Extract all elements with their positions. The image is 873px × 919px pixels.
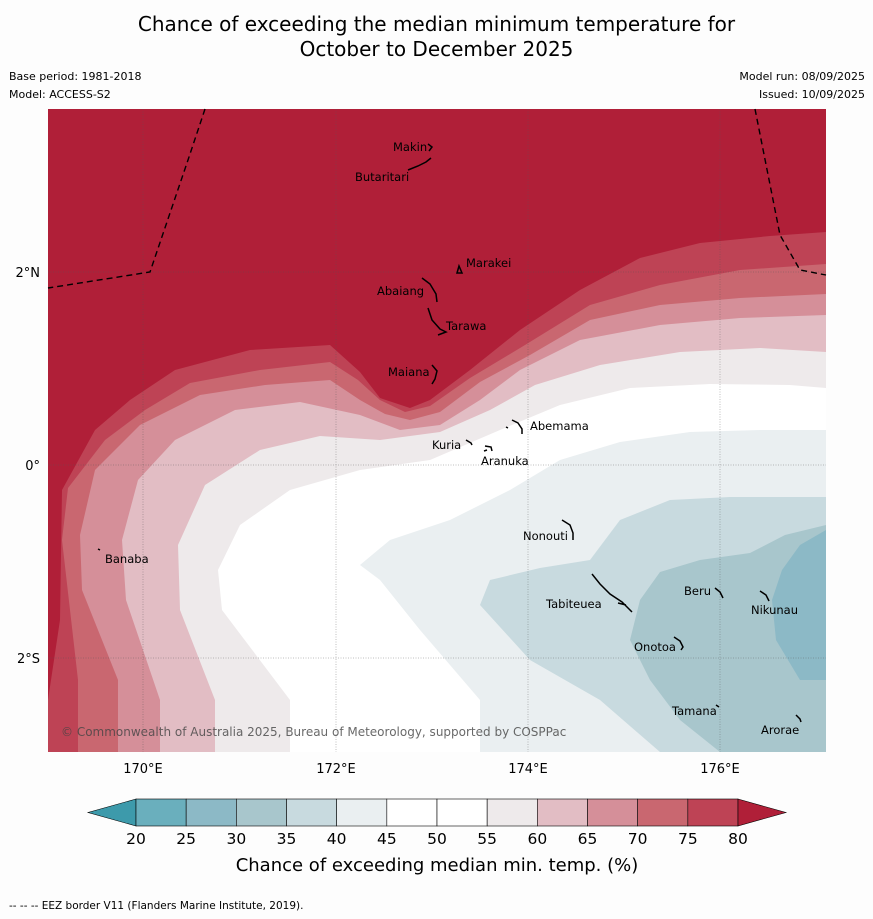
lat-tick: 2°N [16, 266, 41, 281]
base-period: Base period: 1981-2018 [9, 70, 142, 83]
colorbar-ticks: 20 25 30 35 40 45 50 55 60 65 70 75 80 [126, 830, 748, 848]
island-onotoa [673, 636, 684, 651]
island-kuria [465, 439, 473, 446]
label-beru: Beru [684, 584, 711, 598]
colorbar-cell [537, 798, 588, 827]
colorbar-tick-label: 35 [277, 830, 297, 848]
colorbar-tick-label: 80 [728, 830, 748, 848]
place-labels: Makin Butaritari Marakei Abaiang Tarawa … [105, 140, 799, 737]
colorbar-cell [286, 798, 337, 827]
label-nonouti: Nonouti [523, 529, 568, 543]
map-title: Chance of exceeding the median minimum t… [0, 12, 873, 62]
title-line-1: Chance of exceeding the median minimum t… [137, 12, 736, 36]
island-makin [427, 143, 434, 152]
band-30-35 [630, 525, 826, 752]
issued-date: Issued: 10/09/2025 [758, 88, 865, 101]
colorbar-tick-label: 40 [327, 830, 347, 848]
island-abemama [505, 419, 523, 434]
eez-borders [47, 108, 827, 289]
label-kuria: Kuria [432, 438, 461, 452]
colorbar-cell [135, 798, 187, 827]
label-tabiteuea: Tabiteuea [545, 597, 602, 611]
graticule [48, 109, 826, 752]
lon-tick: 176°E [700, 762, 740, 777]
label-tamana: Tamana [671, 704, 717, 718]
label-onotoa: Onotoa [634, 640, 676, 654]
island-tamana [715, 704, 720, 708]
island-tabiteuea [591, 573, 633, 613]
island-tarawa [427, 307, 448, 336]
colorbar-tick-label: 20 [126, 830, 146, 848]
colorbar-tick-label: 75 [678, 830, 698, 848]
colorbar-tick-label: 65 [578, 830, 598, 848]
model-run: Model run: 08/09/2025 [739, 70, 865, 83]
model-name: Model: ACCESS-S2 [9, 88, 111, 101]
meta-left: Base period: 1981-2018 Model: ACCESS-S2 [9, 68, 141, 104]
meta-right: Model run: 08/09/2025 Issued: 10/09/2025 [739, 68, 865, 104]
colorbar-label: Chance of exceeding median min. temp. (%… [236, 855, 639, 876]
lat-tick: 0° [25, 459, 40, 474]
colorbar-cell [436, 798, 488, 827]
colorbar-cell [336, 798, 388, 827]
map-figure: Makin Butaritari Marakei Abaiang Tarawa … [16, 108, 827, 876]
island-nikunau [759, 590, 770, 602]
lon-tick-labels: 170°E 172°E 174°E 176°E [123, 762, 740, 777]
label-aranuka: Aranuka [481, 454, 529, 468]
colorbar-tick-label: 30 [226, 830, 246, 848]
label-banaba: Banaba [105, 552, 149, 566]
island-outlines [97, 143, 802, 723]
label-tarawa: Tarawa [445, 319, 486, 333]
colorbar-cell [386, 798, 438, 827]
lat-tick: 2°S [17, 652, 40, 667]
lat-tick-labels: 2°N 0° 2°S [16, 266, 41, 667]
island-maiana [431, 364, 438, 385]
lon-tick: 172°E [316, 762, 356, 777]
probability-field [48, 109, 826, 752]
lon-tick: 174°E [508, 762, 548, 777]
colorbar-tick-label: 25 [176, 830, 196, 848]
island-nonouti [561, 519, 574, 540]
lon-tick: 170°E [123, 762, 163, 777]
label-abemama: Abemama [530, 419, 589, 433]
footer-note: -- -- -- EEZ border V11 (Flanders Marine… [9, 900, 304, 912]
island-aranuka [483, 445, 493, 452]
colorbar-cell [486, 798, 538, 827]
colorbar-low-arrow [86, 798, 137, 827]
label-abaiang: Abaiang [377, 284, 424, 298]
colorbar-cell [687, 798, 739, 827]
island-abaiang [421, 277, 438, 303]
colorbar-tick-label: 60 [527, 830, 547, 848]
label-butaritari: Butaritari [355, 170, 409, 184]
island-beru [714, 587, 724, 599]
island-marakei [456, 263, 464, 274]
label-makin: Makin [393, 140, 427, 154]
colorbar-cell [236, 798, 287, 827]
island-butaritari [407, 157, 432, 171]
colorbar-cell [587, 798, 638, 827]
label-maiana: Maiana [388, 365, 430, 379]
colorbar-tick-label: 50 [427, 830, 447, 848]
band-25-30 [772, 530, 826, 680]
island-banaba [97, 548, 101, 551]
label-marakei: Marakei [466, 256, 511, 270]
title-line-2: October to December 2025 [299, 37, 574, 61]
copyright-notice: © Commonwealth of Australia 2025, Bureau… [61, 725, 566, 739]
island-arorae [795, 714, 802, 723]
colorbar-tick-label: 70 [628, 830, 648, 848]
colorbar-tick-label: 45 [377, 830, 397, 848]
colorbar-tick-label: 55 [477, 830, 497, 848]
label-arorae: Arorae [761, 723, 799, 737]
colorbar-cell [637, 798, 689, 827]
colorbar-high-arrow [737, 798, 788, 827]
label-nikunau: Nikunau [751, 603, 798, 617]
colorbar-cell [185, 798, 237, 827]
colorbar: 20 25 30 35 40 45 50 55 60 65 70 75 80 Chance of exc… [86, 798, 788, 876]
colorbar-cells [135, 798, 739, 827]
